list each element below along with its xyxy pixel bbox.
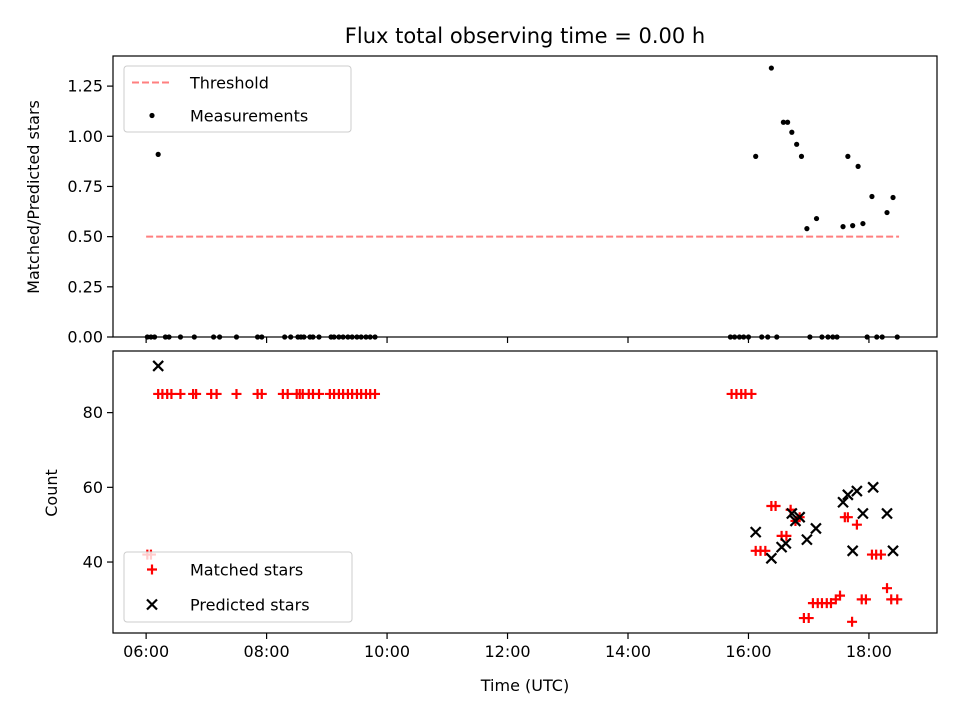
bottom-series0-point <box>256 388 267 399</box>
bottom-series0-point <box>842 512 853 523</box>
bottom-series0-point <box>770 501 781 512</box>
top-series1-point <box>789 129 795 135</box>
bottom-series0-point <box>370 388 381 399</box>
top-y-tick-label: 1.00 <box>67 127 103 146</box>
bottom-plot: 40 60 80 06:00 08:00 10:00 12:00 14:00 16:00 18:0… <box>83 350 938 661</box>
bottom-x-tick-label: 10:00 <box>364 642 410 661</box>
bottom-series0-point <box>781 530 792 541</box>
top-series1-point <box>869 193 875 200</box>
bottom-x-axis-label: Time (UTC) <box>480 676 569 695</box>
top-series1-point <box>780 119 787 125</box>
bottom-legend-box <box>123 551 353 623</box>
bottom-series0-point <box>314 388 324 399</box>
bottom-series0-point <box>847 616 858 627</box>
top-legend-label: Measurements <box>190 107 308 126</box>
bottom-x-tick-label: 12:00 <box>484 642 530 661</box>
bottom-series0-point <box>211 388 222 399</box>
bottom-series1-point <box>867 481 879 494</box>
bottom-legend-marker <box>147 564 157 575</box>
top-series1-point <box>845 153 851 159</box>
bottom-series0-point <box>860 594 871 605</box>
top-legend-label: Threshold <box>189 74 269 93</box>
bottom-series1-point <box>801 533 813 546</box>
bottom-series1-point <box>749 526 762 538</box>
bottom-series1-point <box>842 489 854 501</box>
bottom-series0-point <box>760 545 771 556</box>
top-series1-point <box>804 226 810 232</box>
bottom-x-tick-label: 18:00 <box>846 642 892 661</box>
bottom-series0-point <box>803 613 814 624</box>
bottom-x-tick-label: 06:00 <box>123 642 169 661</box>
bottom-y-axis-label: Count <box>42 469 61 517</box>
bottom-y-tick-label: 60 <box>83 478 103 497</box>
top-series1-point <box>855 163 861 169</box>
top-series1-point <box>794 141 800 147</box>
top-y-axis-label: Matched/Predicted stars <box>24 100 43 294</box>
bottom-series0-point <box>231 388 242 399</box>
chart-title: Flux total observing time = 0.00 h <box>345 24 705 48</box>
top-series1-point <box>155 151 161 157</box>
top-series1-point <box>860 220 866 227</box>
bottom-series1-point <box>837 496 849 509</box>
top-series1-point <box>884 209 890 216</box>
bottom-series0-point <box>175 388 186 399</box>
top-legend-box <box>123 65 352 133</box>
bottom-y-tick-label: 40 <box>83 553 103 572</box>
bottom-legend: Matched stars Predicted stars <box>123 551 353 623</box>
bottom-series0-point <box>282 388 293 399</box>
top-series1-point <box>850 223 856 229</box>
bottom-series0-point <box>875 549 886 560</box>
bottom-series0-point <box>166 388 177 399</box>
top-legend-marker <box>149 112 155 119</box>
bottom-series1-point <box>780 537 792 550</box>
bottom-series1-point <box>857 507 869 520</box>
top-y-tick-label: 0.50 <box>67 227 103 246</box>
bottom-series1-point <box>786 507 798 520</box>
bottom-x-tick-label: 08:00 <box>244 642 290 661</box>
bottom-series1-point <box>881 507 893 520</box>
top-y-tick-label: 0.00 <box>67 328 103 347</box>
bottom-series0-point <box>892 594 903 605</box>
bottom-series0-point <box>835 590 846 601</box>
top-y-tick-label: 1.25 <box>67 77 103 96</box>
top-axes-frame <box>112 55 938 338</box>
bottom-series1-point <box>887 545 899 557</box>
bottom-x-tick-label: 14:00 <box>605 642 651 661</box>
bottom-series0-point <box>882 583 893 594</box>
bottom-legend-marker <box>146 598 158 611</box>
top-y-tick-label: 0.25 <box>67 277 103 296</box>
top-series1-point <box>798 153 805 159</box>
bottom-series1-point <box>793 511 806 523</box>
top-series1-point <box>785 119 791 125</box>
bottom-series1-point <box>851 485 863 497</box>
bottom-legend-label: Matched stars <box>190 561 303 580</box>
bottom-series0-point <box>191 388 202 399</box>
top-series1-point <box>768 65 774 71</box>
bottom-series1-point <box>810 522 822 535</box>
bottom-axes-frame <box>112 350 938 634</box>
bottom-series0-point <box>851 519 862 530</box>
top-plot: 0.00 0.25 0.50 0.75 1.00 1.25 Threshold Measure… <box>67 55 938 347</box>
bottom-x-tick-label: 16:00 <box>725 642 771 661</box>
top-series1-point <box>813 215 820 222</box>
bottom-series1-point <box>765 552 778 565</box>
top-legend: Threshold Measurements <box>123 65 352 133</box>
top-y-tick-label: 0.75 <box>67 177 103 196</box>
top-series1-point <box>753 153 759 159</box>
bottom-series0-point <box>746 388 757 399</box>
bottom-legend-label: Predicted stars <box>190 596 310 615</box>
bottom-series1-point <box>846 545 859 557</box>
bottom-y-tick-label: 80 <box>83 403 103 422</box>
top-series1-point <box>840 224 846 230</box>
bottom-series1-point <box>152 360 164 372</box>
top-series1-point <box>890 194 896 201</box>
